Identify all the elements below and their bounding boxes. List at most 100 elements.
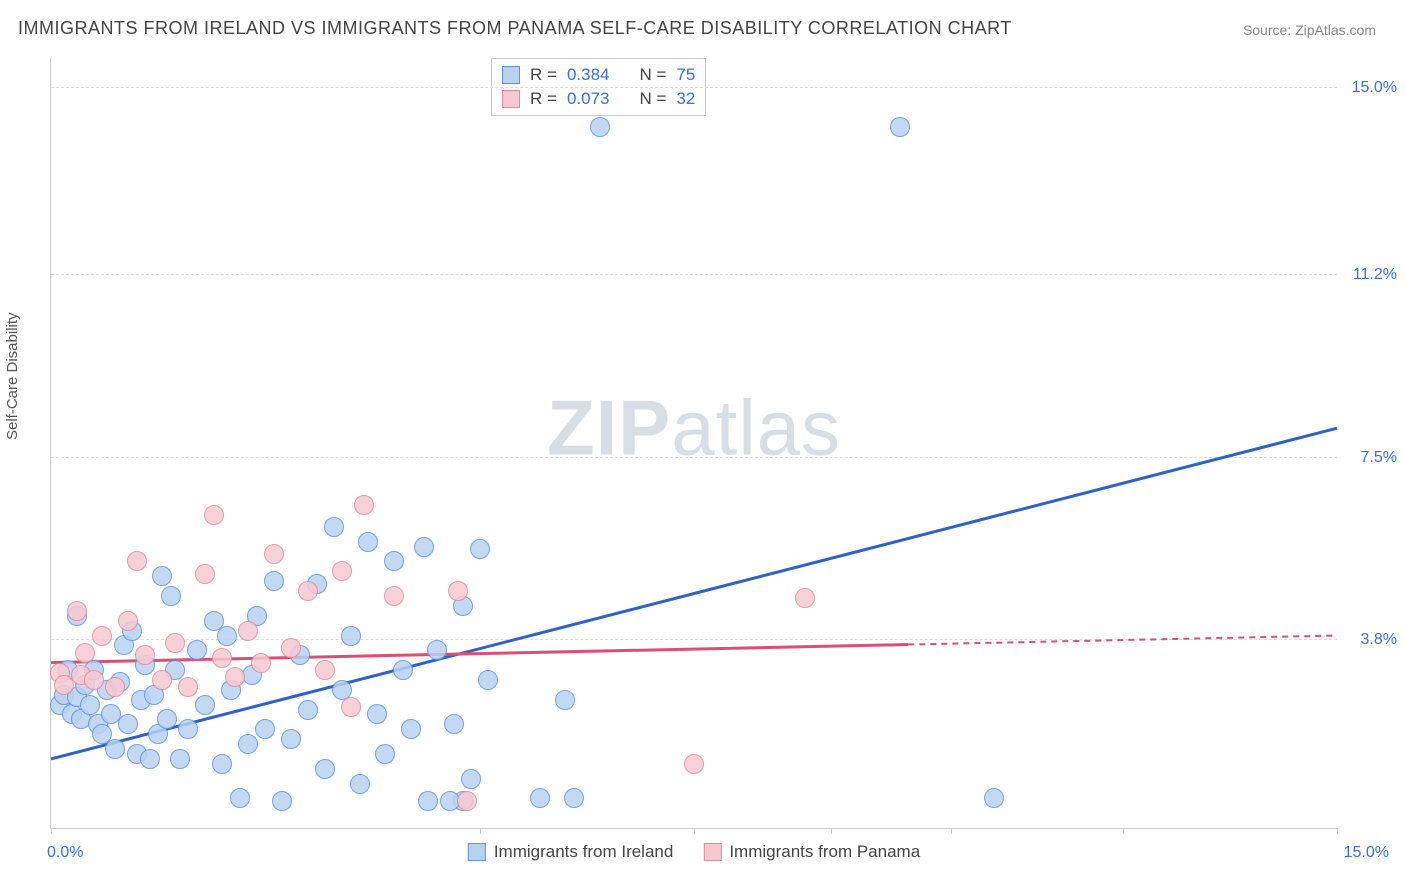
n-label: N = [639,89,666,109]
scatter-point [457,791,477,811]
scatter-point [341,626,361,646]
scatter-point [393,660,413,680]
scatter-point [67,601,87,621]
scatter-point [251,653,271,673]
scatter-point [564,788,584,808]
scatter-point [555,690,575,710]
watermark-zip: ZIP [547,383,671,471]
scatter-point [238,621,258,641]
stats-legend-row: R =0.073N =32 [502,87,695,111]
scatter-point [165,633,185,653]
source-attribution: Source: ZipAtlas.com [1243,22,1376,38]
scatter-point [264,571,284,591]
scatter-point [152,670,172,690]
scatter-point [332,561,352,581]
scatter-point [324,517,344,537]
scatter-point [135,645,155,665]
trend-lines [51,58,1337,828]
scatter-point [152,566,172,586]
scatter-point [281,638,301,658]
gridline [51,457,1337,458]
scatter-point [212,754,232,774]
scatter-point [367,704,387,724]
x-tick [951,828,952,834]
watermark: ZIPatlas [547,382,841,473]
scatter-point [461,769,481,789]
legend-swatch [468,843,486,861]
watermark-atlas: atlas [671,383,841,471]
scatter-point [350,774,370,794]
scatter-point [264,544,284,564]
series-legend: Immigrants from Ireland Immigrants from P… [468,842,920,862]
scatter-point [140,749,160,769]
scatter-point [427,640,447,660]
y-tick-label: 3.8% [1341,631,1397,649]
x-tick [1123,828,1124,834]
scatter-point [178,677,198,697]
series-legend-label: Immigrants from Panama [729,842,920,862]
scatter-point [84,670,104,690]
scatter-point [418,791,438,811]
x-tick [1337,828,1338,834]
scatter-point [105,677,125,697]
plot-area: ZIPatlas R =0.384N =75R =0.073N =32 Immi… [50,58,1337,829]
scatter-point [118,714,138,734]
y-tick-label: 15.0% [1341,79,1397,97]
scatter-point [384,551,404,571]
legend-swatch [502,90,520,108]
scatter-point [375,744,395,764]
scatter-point [195,564,215,584]
scatter-point [401,719,421,739]
gridline [51,87,1337,88]
legend-swatch [502,66,520,84]
scatter-point [684,754,704,774]
scatter-point [984,788,1004,808]
scatter-point [478,670,498,690]
n-value: 75 [676,65,695,85]
trend-line [51,428,1337,759]
series-legend-item: Immigrants from Ireland [468,842,674,862]
scatter-point [298,581,318,601]
scatter-point [590,117,610,137]
r-value: 0.073 [567,89,610,109]
scatter-point [281,729,301,749]
scatter-point [298,700,318,720]
scatter-point [118,611,138,631]
scatter-point [444,714,464,734]
n-label: N = [639,65,666,85]
scatter-point [170,749,190,769]
r-label: R = [530,65,557,85]
scatter-point [238,734,258,754]
x-tick [831,828,832,834]
scatter-point [178,719,198,739]
scatter-point [272,791,292,811]
y-tick-label: 7.5% [1341,449,1397,467]
scatter-point [448,581,468,601]
scatter-point [75,643,95,663]
scatter-point [470,539,490,559]
scatter-point [225,667,245,687]
scatter-point [354,495,374,515]
scatter-point [414,537,434,557]
scatter-point [161,586,181,606]
x-axis-min-label: 0.0% [47,844,83,862]
series-legend-label: Immigrants from Ireland [494,842,674,862]
scatter-point [795,588,815,608]
stats-legend-row: R = 0.384 N = 75 [502,63,695,87]
chart-container: IMMIGRANTS FROM IRELAND VS IMMIGRANTS FR… [0,0,1406,892]
scatter-point [890,117,910,137]
scatter-point [530,788,550,808]
gridline [51,274,1337,275]
scatter-point [255,719,275,739]
scatter-point [230,788,250,808]
scatter-point [157,709,177,729]
r-label: R = [530,89,557,109]
scatter-point [384,586,404,606]
y-axis-label: Self-Care Disability [4,312,21,440]
scatter-point [92,626,112,646]
x-axis-max-label: 15.0% [1344,844,1389,862]
chart-title: IMMIGRANTS FROM IRELAND VS IMMIGRANTS FR… [18,18,1012,39]
r-value: 0.384 [567,65,610,85]
x-tick [694,828,695,834]
scatter-point [315,759,335,779]
